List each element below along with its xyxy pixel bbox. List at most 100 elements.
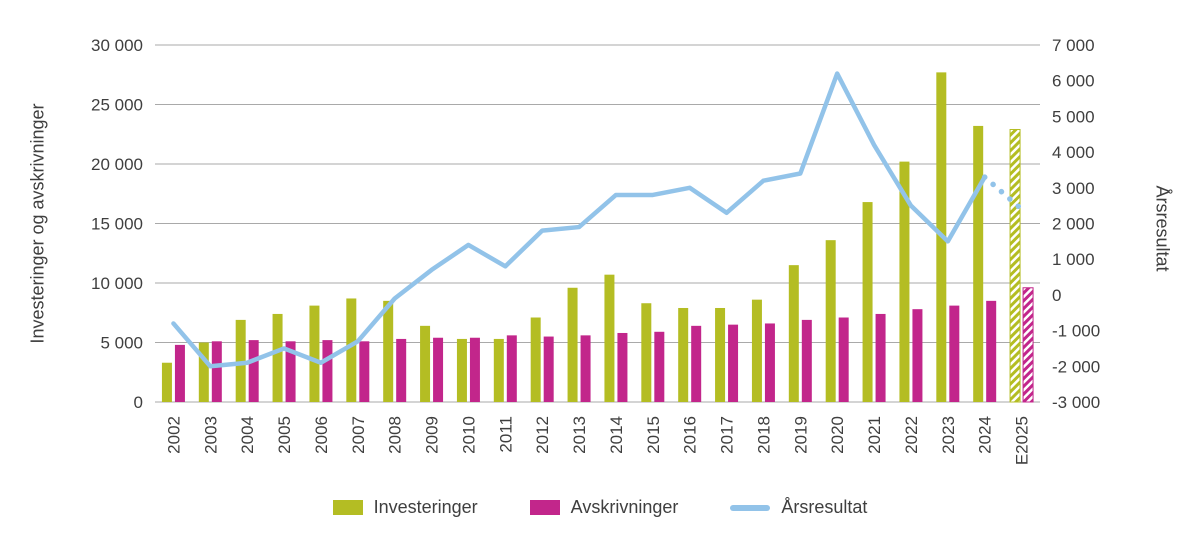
legend-label-arsresultat: Årsresultat [781,497,868,517]
x-axis-label-2014: 2014 [607,416,626,454]
right-axis-tick-label: -3 000 [1052,393,1100,412]
left-axis-title: Investeringer og avskrivninger [27,103,48,344]
left-axis-tick-label: 10 000 [91,274,143,293]
bar-investeringer-2012 [530,317,541,402]
bar-avskrivninger-2012 [543,336,554,402]
legend-label-avskrivninger: Avskrivninger [570,497,679,517]
x-axis-label-2018: 2018 [754,416,773,454]
bar-avskrivninger-2013 [580,335,591,402]
left-axis-tick-label: 25 000 [91,96,143,115]
x-axis-label-2016: 2016 [681,416,700,454]
x-axis-label-2005: 2005 [275,416,294,454]
bar-investeringer-2022 [899,161,910,402]
bar-investeringer-2004 [235,319,246,402]
x-axis-label-2003: 2003 [201,416,220,454]
bar-investeringer-2017 [715,307,726,402]
bar-investeringer-E2025 [1009,128,1021,403]
bar-investeringer-2020 [825,240,836,402]
bar-investeringer-2010 [456,338,467,402]
right-axis-tick-label: 1 000 [1052,250,1095,269]
right-axis-tick-label: 3 000 [1052,179,1095,198]
avskrivninger-swatch-icon [529,500,560,515]
right-axis-tick-label: -1 000 [1052,322,1100,341]
x-axis-label-2019: 2019 [791,416,810,454]
x-axis-label-2007: 2007 [349,416,368,454]
bar-investeringer-2011 [493,338,504,402]
x-axis-label-2021: 2021 [865,416,884,454]
right-axis-tick-label: -2 000 [1052,357,1100,376]
right-axis-tick-label: 4 000 [1052,143,1095,162]
investeringer-swatch-icon [332,500,363,515]
bar-avskrivninger-2009 [433,337,444,402]
bar-investeringer-2016 [678,307,689,402]
bar-avskrivninger-2011 [506,335,517,402]
x-axis-label-2015: 2015 [644,416,663,454]
right-axis-tick-label: 7 000 [1052,36,1095,55]
arsresultat-line-swatch-icon [730,504,771,511]
x-axis-label-2011: 2011 [496,416,515,453]
bar-avskrivninger-2023 [949,305,960,402]
bar-investeringer-2003 [198,342,209,402]
bar-investeringer-2019 [788,265,799,402]
bar-investeringer-2014 [604,274,615,402]
bar-investeringer-2013 [567,287,578,402]
x-axis-label-2017: 2017 [718,416,737,454]
bar-avskrivninger-2019 [801,319,812,402]
right-axis-tick-label: 6 000 [1052,72,1095,91]
x-axis-label-2004: 2004 [238,416,257,454]
x-axis-label-2024: 2024 [976,416,995,454]
x-axis-label-2008: 2008 [386,416,405,454]
legend: Investeringer Avskrivninger Årsresultat [0,497,1200,518]
x-axis-label-2022: 2022 [902,416,921,454]
bar-avskrivninger-2007 [359,341,370,402]
bar-avskrivninger-E2025 [1022,287,1034,403]
bar-investeringer-2005 [272,313,283,402]
x-axis-label-2012: 2012 [533,416,552,454]
bar-investeringer-2002 [161,362,172,402]
legend-item-investeringer: Investeringer [332,497,478,518]
bar-avskrivninger-2017 [728,324,739,402]
bar-avskrivninger-2014 [617,332,628,402]
x-axis-label-2002: 2002 [164,416,183,454]
x-axis-label-E2025: E2025 [1013,416,1032,465]
x-axis-label-2023: 2023 [939,416,958,454]
right-axis-tick-label: 0 [1052,286,1061,305]
legend-item-avskrivninger: Avskrivninger [529,497,679,518]
left-axis-tick-label: 5 000 [100,334,143,353]
bar-avskrivninger-2021 [875,313,886,402]
bar-investeringer-2018 [751,299,762,402]
bar-avskrivninger-2020 [838,317,849,402]
left-axis-tick-label: 20 000 [91,155,143,174]
bar-investeringer-2006 [309,305,320,402]
arsresultat-line [171,71,987,369]
bar-investeringer-2024 [973,125,984,403]
x-axis-label-2010: 2010 [459,416,478,454]
left-axis-tick-label: 15 000 [91,215,143,234]
x-axis-label-2006: 2006 [312,416,331,454]
left-axis-tick-label: 0 [134,393,143,412]
x-axis-label-2013: 2013 [570,416,589,454]
bar-avskrivninger-2002 [174,344,185,402]
right-axis-title: Årsresultat [1152,185,1173,272]
bar-avskrivninger-2006 [322,340,333,402]
bar-investeringer-2015 [641,303,652,402]
bar-investeringer-2021 [862,202,873,402]
left-axis-tick-label: 30 000 [91,36,143,55]
bar-investeringer-2008 [383,300,394,402]
x-axis-label-2009: 2009 [423,416,442,454]
bar-investeringer-2007 [346,298,357,402]
x-axis-label-2020: 2020 [828,416,847,454]
right-axis-tick-label: 5 000 [1052,107,1095,126]
bar-avskrivninger-2005 [285,341,296,402]
bar-avskrivninger-2016 [691,325,702,402]
bar-avskrivninger-2022 [912,309,923,402]
bar-avskrivninger-2024 [986,300,997,402]
bar-avskrivninger-2003 [211,341,222,402]
legend-item-arsresultat: Årsresultat [730,497,867,518]
bar-avskrivninger-2008 [396,338,407,402]
bar-avskrivninger-2004 [248,340,259,402]
legend-label-investeringer: Investeringer [373,497,478,517]
bar-avskrivninger-2015 [654,331,665,402]
